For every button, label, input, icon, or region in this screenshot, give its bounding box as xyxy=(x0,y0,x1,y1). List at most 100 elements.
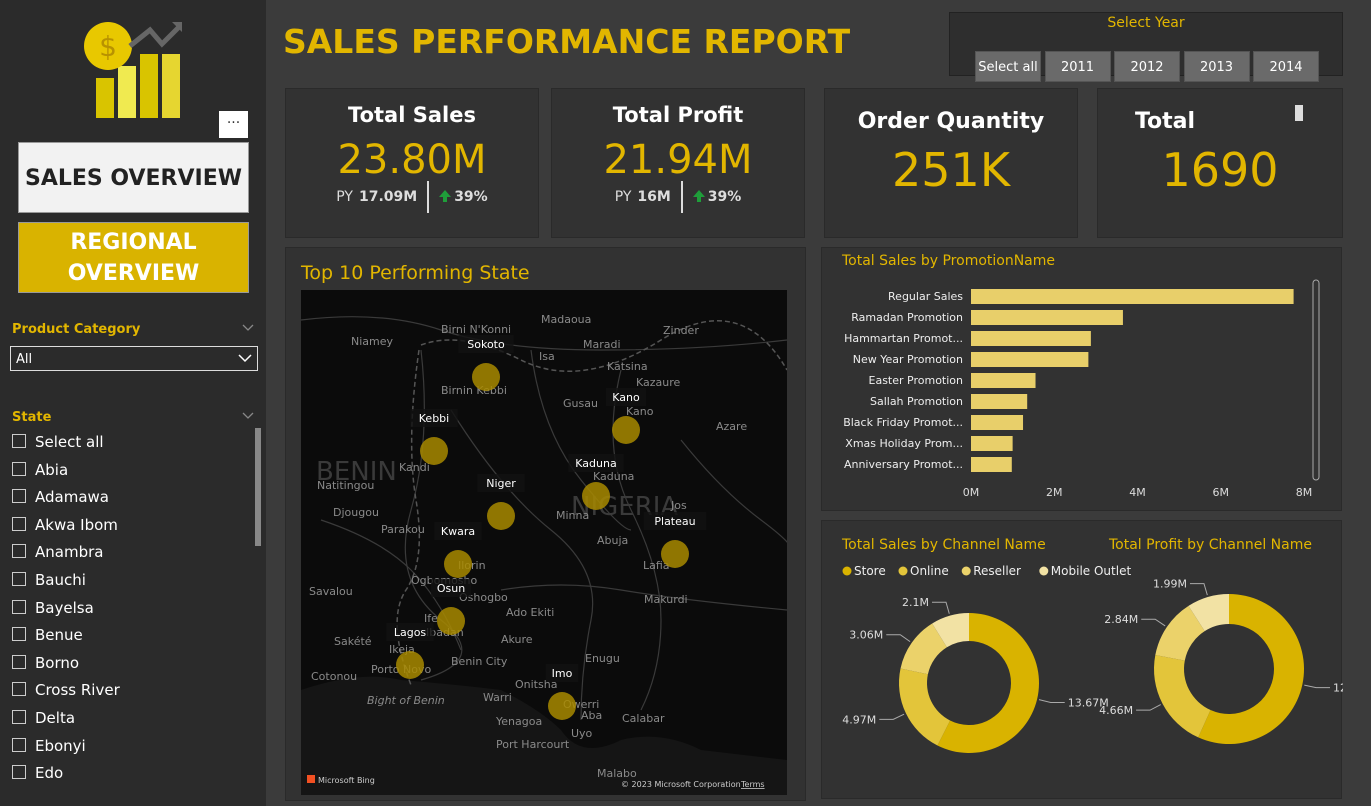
label-bg xyxy=(431,579,471,597)
map-title: Top 10 Performing State xyxy=(301,262,530,284)
dropdown-value: All xyxy=(16,352,33,367)
chevron xyxy=(238,354,252,363)
kpi-card: Total Profit 21.94M PY 16M 39% xyxy=(551,88,805,238)
data-label: 2.1M xyxy=(902,596,929,609)
place-label: Uyo xyxy=(571,727,593,740)
donut-slice xyxy=(1155,605,1205,661)
label-bg xyxy=(434,522,482,540)
state-name: Bayelsa xyxy=(35,598,94,617)
data-label: 12.44M xyxy=(1333,682,1343,695)
donut-panel: Total Sales by Channel Name Store Online Re… xyxy=(821,520,1371,799)
legend-label: Online xyxy=(910,564,949,578)
label-bg xyxy=(643,512,707,530)
map: Niamey Birni N'Konni Madaoua Zinder Maradi Is… xyxy=(301,290,787,795)
state-option[interactable]: Akwa Ibom xyxy=(12,515,118,535)
bar xyxy=(971,457,1012,472)
divider xyxy=(680,181,683,213)
kpi-value: 21.94M xyxy=(603,137,753,183)
bar xyxy=(971,310,1123,325)
state-label: Kaduna xyxy=(575,457,616,470)
state-option[interactable]: Benue xyxy=(12,625,83,645)
legend-swatch xyxy=(842,566,852,576)
place-label: Maradi xyxy=(583,338,621,351)
state-option[interactable]: Delta xyxy=(12,708,75,728)
checkbox xyxy=(12,544,26,559)
x-tick-label: 4M xyxy=(1129,486,1146,499)
place-label: Calabar xyxy=(622,712,665,725)
kpi-title: Order Quantity xyxy=(857,109,1045,134)
bar xyxy=(971,289,1294,304)
attribution: Microsoft Bing xyxy=(318,776,375,785)
place-label: Oshogbo xyxy=(459,591,508,604)
category-label: Regular Sales xyxy=(888,290,963,303)
nav-button[interactable]: REGIONAL OVERVIEW xyxy=(18,222,249,293)
state-option[interactable]: Bauchi xyxy=(12,570,86,590)
state-option[interactable]: Bayelsa xyxy=(12,598,94,618)
legend-label: Reseller xyxy=(973,564,1021,578)
checkbox xyxy=(12,516,26,531)
place-label: Madaoua xyxy=(541,313,591,326)
state-label: Niger xyxy=(486,477,516,490)
checkbox xyxy=(12,572,26,586)
year-button[interactable]: 2013 xyxy=(1183,51,1250,82)
donut-slice xyxy=(937,613,1039,753)
category-label: Anniversary Promot... xyxy=(844,458,963,471)
state-option[interactable]: Select all xyxy=(12,432,104,452)
checkbox xyxy=(12,461,26,476)
state-option[interactable]: Ebonyi xyxy=(12,736,86,756)
divider xyxy=(427,181,430,213)
place-label: Enugu xyxy=(585,652,620,665)
checkbox xyxy=(12,654,26,669)
year-button[interactable]: 2014 xyxy=(1253,51,1319,82)
place-label: Kano xyxy=(626,405,654,418)
data-label: 4.66M xyxy=(1099,704,1133,717)
state-name: Adamawa xyxy=(35,488,109,507)
place-label: BENIN xyxy=(316,457,397,487)
checkbox xyxy=(12,737,26,752)
state-bubble xyxy=(487,502,515,530)
place-label: Ife xyxy=(424,612,438,625)
place-label: Makurdi xyxy=(644,593,688,606)
py-value: 17.09M xyxy=(358,189,418,205)
page-title: SALES PERFORMANCE REPORT xyxy=(283,22,851,61)
state-name: Borno xyxy=(35,653,80,672)
state-name: Anambra xyxy=(35,543,104,562)
map-panel: Top 10 Performing State Niamey Birni N'Ko… xyxy=(285,247,806,801)
place-label: Malabo xyxy=(597,767,637,780)
place-label: Birnin Kebbi xyxy=(441,384,507,397)
state-option[interactable]: Borno xyxy=(12,653,79,673)
donut-slice xyxy=(932,613,969,648)
bar-chart: Total Sales by PromotionName 0M 2M 4M 6M 8M Re… xyxy=(841,253,1320,499)
state-option[interactable]: Anambra xyxy=(12,542,103,562)
state-option[interactable]: Adamawa xyxy=(12,487,109,507)
donut-slice xyxy=(1198,594,1304,744)
dropdown[interactable]: All xyxy=(10,346,258,371)
leader-line xyxy=(1038,699,1065,703)
sidebar: $ ··· SALES OVERVIEW REGIONAL OVERVIEW P… xyxy=(0,0,266,806)
year-button[interactable]: 2012 xyxy=(1114,51,1180,82)
checkbox xyxy=(12,765,26,780)
legend-swatch xyxy=(898,566,908,576)
year-button[interactable]: 2011 xyxy=(1044,51,1111,82)
state-option[interactable]: Cross River xyxy=(12,680,120,700)
scrollbar xyxy=(1312,279,1320,481)
state-label: Kebbi xyxy=(419,412,449,425)
scrollbar[interactable] xyxy=(255,428,261,546)
place-label: Ado Ekiti xyxy=(506,606,554,619)
place-label: Birni N'Konni xyxy=(441,323,511,336)
state-label: Lagos xyxy=(394,626,427,639)
kpi-value: 1690 xyxy=(1161,143,1279,197)
checkbox xyxy=(12,434,26,448)
more-button[interactable]: ··· xyxy=(219,111,248,138)
state-option[interactable]: Abia xyxy=(12,460,68,480)
data-label: 13.67M xyxy=(1068,696,1109,709)
chart-title: Total Profit by Channel Name xyxy=(1108,537,1312,553)
nav-button[interactable]: SALES OVERVIEW xyxy=(18,142,249,213)
label-bg xyxy=(568,454,624,472)
label-bg xyxy=(410,409,458,427)
state-option[interactable]: Edo xyxy=(12,763,63,783)
py-value: 16M xyxy=(637,189,671,205)
year-button[interactable]: Select all xyxy=(975,51,1041,82)
svg-text:$: $ xyxy=(99,30,117,63)
